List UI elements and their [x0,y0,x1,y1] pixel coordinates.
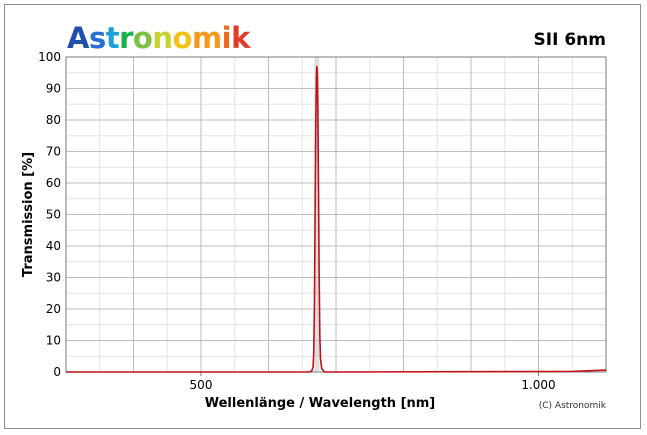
x-axis-label: Wellenlänge / Wavelength [nm] [205,396,436,411]
y-tick-label: 20 [46,302,61,316]
chart-title: SII 6nm [534,30,606,50]
y-axis-label: Transmission [%] [21,152,36,277]
logo-letter: i [222,21,231,55]
logo-letter: s [89,21,106,55]
y-tick-label: 90 [46,82,61,96]
logo-letter: r [119,21,134,55]
y-tick-label: 0 [53,365,61,379]
y-tick-label: 30 [46,271,61,285]
y-tick-label: 100 [38,50,61,64]
logo-letter: A [67,21,90,55]
y-tick-label: 60 [46,176,61,190]
x-tick-label: 1.000 [521,378,555,392]
logo-letter: o [173,21,192,55]
y-tick-label: 80 [46,113,61,127]
logo-letter: n [152,21,172,55]
astronomik-logo: Astronomik [67,21,251,55]
y-tick-label: 40 [46,239,61,253]
passband-shade [314,57,320,372]
chart-frame: 0 10 20 30 40 50 60 70 80 90 100 500 1.000 Wellenläng… [4,4,641,429]
x-tick-label: 500 [190,378,213,392]
logo-letter: t [106,21,120,55]
logo-letter: m [192,21,222,55]
copyright-label: (C) Astronomik [539,401,607,411]
y-tick-label: 50 [46,208,61,222]
y-tick-label: 70 [46,145,61,159]
logo-letter: k [231,21,251,55]
transmission-curve [66,65,607,373]
chart: 0 10 20 30 40 50 60 70 80 90 100 500 1.000 Wellenläng… [21,21,607,411]
logo-letter: o [133,21,152,55]
y-tick-label: 10 [46,334,61,348]
